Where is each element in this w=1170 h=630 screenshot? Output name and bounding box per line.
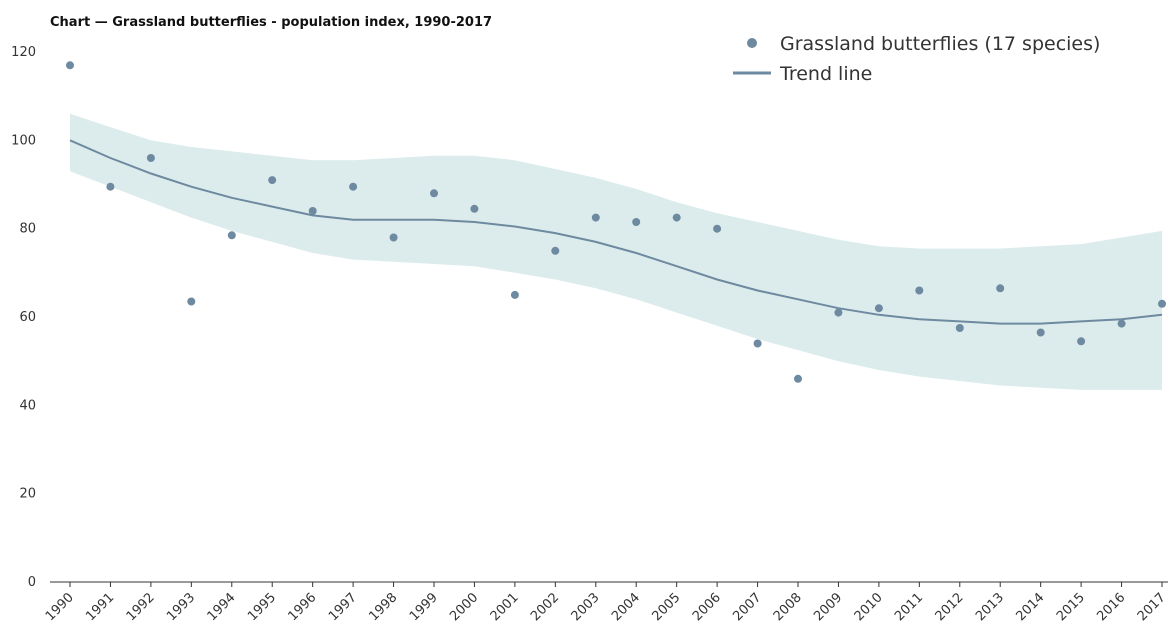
- x-tick-label: 2007: [730, 590, 764, 624]
- y-tick-label: 20: [19, 487, 36, 502]
- trend-line-layer: [69, 139, 1163, 325]
- x-tick-label: 1999: [407, 590, 441, 624]
- x-tick-label: 2009: [811, 590, 845, 624]
- trend-line: [69, 139, 1163, 325]
- data-point[interactable]: [187, 297, 196, 306]
- data-point[interactable]: [146, 154, 155, 162]
- data-point[interactable]: [430, 189, 438, 198]
- confidence-band: [70, 113, 1162, 390]
- legend-item-points[interactable]: Grassland butterflies (17 species): [747, 33, 1100, 55]
- data-point[interactable]: [551, 246, 560, 255]
- x-tick-label: 2004: [609, 590, 643, 624]
- x-tick-label: 1994: [205, 590, 239, 624]
- data-point[interactable]: [1158, 299, 1166, 308]
- legend: Grassland butterflies (17 species) Trend…: [733, 33, 1100, 85]
- x-tick-label: 1993: [164, 590, 198, 624]
- x-tick-label: 2000: [447, 590, 481, 624]
- data-point[interactable]: [955, 324, 964, 332]
- legend-label-points: Grassland butterflies (17 species): [780, 33, 1100, 55]
- x-tick-label: 2015: [1054, 590, 1088, 624]
- x-tick-label: 2005: [649, 590, 683, 624]
- y-tick-label: 100: [11, 133, 36, 148]
- data-point[interactable]: [106, 182, 115, 191]
- data-point[interactable]: [834, 308, 843, 317]
- data-point[interactable]: [389, 233, 398, 242]
- legend-item-trend[interactable]: Trend line: [733, 63, 872, 85]
- x-tick-label: 2006: [690, 590, 724, 624]
- data-point[interactable]: [713, 224, 722, 233]
- chart-title: Chart — Grassland butterflies - populati…: [50, 15, 492, 30]
- x-tick-label: 1996: [285, 590, 319, 624]
- y-axis: 0 20 40 60 80 100 120: [11, 45, 36, 590]
- x-tick-label: 2011: [892, 590, 926, 624]
- x-tick-label: 2014: [1013, 590, 1047, 624]
- data-point[interactable]: [874, 304, 883, 313]
- legend-label-trend: Trend line: [779, 63, 872, 85]
- x-tick-label: 1998: [366, 590, 400, 624]
- x-axis: 1990 1991 1992 1993 1994 1995 1996 1997 1998 1999…: [43, 581, 1169, 624]
- data-point[interactable]: [915, 286, 924, 295]
- points-layer: [66, 61, 1166, 383]
- data-point[interactable]: [591, 213, 600, 222]
- x-tick-label: 2016: [1094, 590, 1128, 624]
- data-point[interactable]: [349, 182, 358, 191]
- y-tick-label: 0: [28, 575, 36, 590]
- data-point[interactable]: [672, 213, 681, 222]
- x-tick-label: 2013: [973, 590, 1007, 624]
- legend-marker-point: [747, 38, 757, 48]
- data-point[interactable]: [794, 374, 802, 383]
- data-point[interactable]: [510, 290, 519, 299]
- confidence-band-layer: [70, 113, 1162, 390]
- y-tick-label: 60: [19, 310, 36, 325]
- x-tick-label: 1991: [83, 590, 117, 624]
- x-tick-label: 1992: [124, 590, 158, 624]
- x-tick-label: 2001: [488, 590, 522, 624]
- data-point[interactable]: [996, 284, 1005, 293]
- x-tick-label: 2002: [528, 590, 562, 624]
- data-point[interactable]: [308, 207, 317, 215]
- y-tick-label: 80: [19, 222, 36, 237]
- data-point[interactable]: [753, 339, 762, 348]
- data-point[interactable]: [632, 218, 641, 226]
- x-tick-label: 1995: [245, 590, 279, 624]
- data-point[interactable]: [470, 204, 479, 213]
- x-tick-label: 1997: [326, 590, 360, 624]
- y-tick-label: 120: [11, 45, 36, 60]
- data-point[interactable]: [227, 231, 236, 240]
- data-point[interactable]: [66, 61, 74, 70]
- data-point[interactable]: [1117, 319, 1126, 328]
- x-tick-label: 2017: [1135, 590, 1169, 624]
- data-point[interactable]: [1036, 328, 1045, 337]
- x-tick-label: 1990: [43, 590, 77, 624]
- data-point[interactable]: [1077, 337, 1086, 346]
- data-point[interactable]: [268, 176, 277, 185]
- x-tick-label: 2010: [852, 590, 886, 624]
- y-tick-label: 40: [19, 398, 36, 413]
- x-tick-label: 2003: [569, 590, 603, 624]
- x-tick-label: 2008: [771, 590, 805, 624]
- x-tick-label: 2012: [933, 590, 967, 624]
